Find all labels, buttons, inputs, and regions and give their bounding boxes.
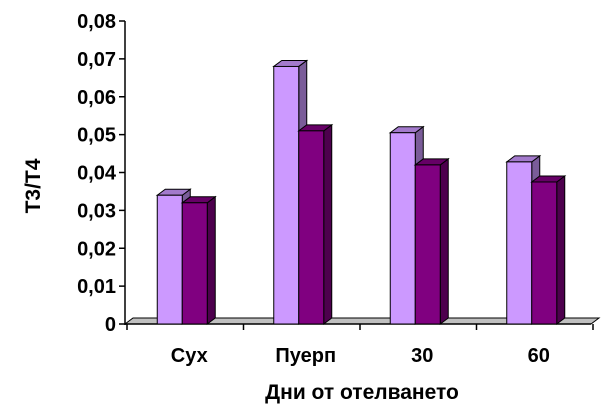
bar-front — [273, 65, 300, 325]
bar-front — [506, 161, 533, 325]
bar-side — [556, 174, 566, 325]
y-tick-label: 0,06 — [77, 87, 116, 109]
bar-front — [414, 164, 441, 325]
bar-side — [206, 195, 216, 325]
x-tick-label: 60 — [528, 345, 550, 367]
bar — [180, 195, 217, 325]
y-tick-label: 0,08 — [77, 11, 116, 33]
y-axis — [119, 20, 594, 330]
bar — [297, 123, 334, 325]
y-tick-label: 0,01 — [77, 276, 116, 298]
y-tick-label: 0 — [105, 314, 116, 336]
y-axis-title: Т3/Т4 — [22, 158, 45, 213]
x-tick-label: Пуерп — [275, 345, 336, 367]
y-tick-label: 0,03 — [77, 200, 116, 222]
bar-side — [439, 157, 449, 325]
y-tick-label: 0,02 — [77, 238, 116, 260]
y-tick-labels: 0 0,01 0,02 0,03 0,04 0,05 0,06 0,07 0,08 — [77, 11, 117, 336]
bar-side — [323, 123, 333, 325]
bar-series-group — [155, 59, 567, 325]
bar-front — [389, 132, 416, 325]
x-tick-label: 30 — [411, 345, 433, 367]
y-tick-label: 0,05 — [77, 125, 116, 147]
bar-front — [181, 202, 208, 325]
x-axis-title: Дни от отелването — [265, 381, 459, 404]
bar-front — [531, 181, 558, 325]
x-tick-label: Сух — [171, 345, 208, 367]
bar — [530, 174, 567, 325]
bar-front — [298, 130, 325, 325]
y-tick-label: 0,07 — [77, 49, 116, 71]
x-tick-labels: Сух Пуерп 30 60 — [171, 345, 550, 367]
bar-front — [156, 194, 183, 325]
bar — [413, 157, 450, 325]
y-tick-label: 0,04 — [77, 163, 117, 185]
